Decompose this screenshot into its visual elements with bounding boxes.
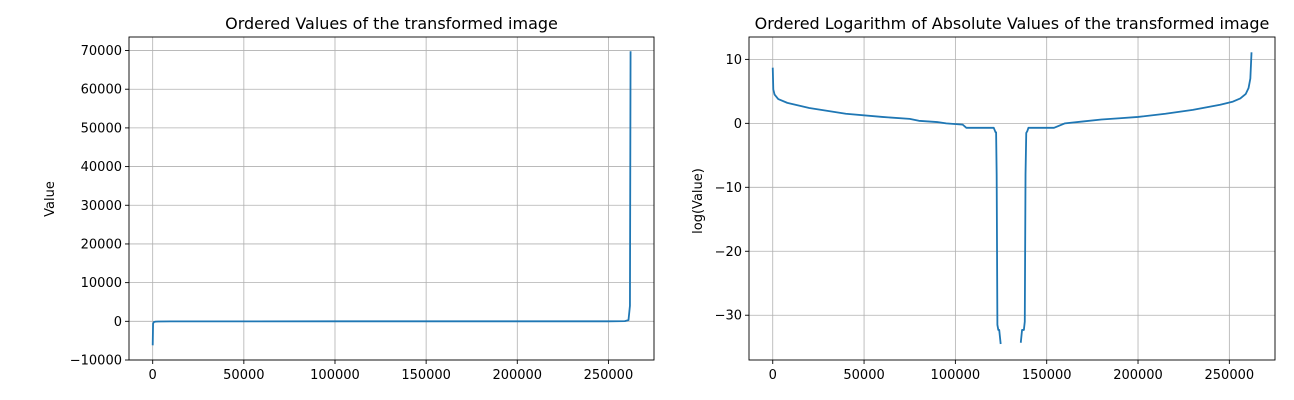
y-tick-label: 0 [734, 117, 742, 132]
y-tick-label: 20000 [81, 237, 122, 252]
y-tick-label: 60000 [81, 83, 122, 98]
chart-title: Ordered Logarithm of Absolute Values of … [755, 14, 1270, 33]
x-tick-label: 100000 [310, 368, 360, 383]
series-line [1019, 52, 1253, 343]
y-tick-label: 50000 [81, 121, 122, 136]
y-axis-label: Value [43, 181, 58, 217]
y-tick-label: 70000 [81, 44, 122, 59]
y-tick-label: −10 [715, 181, 742, 196]
y-tick-label: −30 [715, 309, 742, 324]
series-line [151, 51, 632, 346]
y-tick-label: 0 [114, 315, 122, 330]
y-tick-label: −20 [715, 245, 742, 260]
y-axis-label: log(Value) [691, 168, 706, 234]
chart-title: Ordered Values of the transformed image [225, 14, 558, 33]
x-tick-label: 150000 [1022, 368, 1072, 383]
plot-frame [128, 36, 655, 361]
grid [749, 37, 1275, 360]
x-tick-label: 200000 [1113, 368, 1163, 383]
x-tick-label: 150000 [401, 368, 451, 383]
y-tick-label: −10000 [70, 354, 122, 369]
grid [129, 37, 654, 361]
y-tick-label: 30000 [81, 199, 122, 214]
y-tick-label: 40000 [81, 160, 122, 175]
chart-ordered-values: Ordered Values of the transformed image … [43, 14, 655, 383]
y-tick-label: 10 [725, 53, 742, 68]
series-line [771, 67, 1002, 345]
x-tick-label: 50000 [843, 368, 884, 383]
x-tick-label: 200000 [492, 368, 542, 383]
x-tick-label: 0 [149, 368, 157, 383]
chart-log-abs-values: Ordered Logarithm of Absolute Values of … [691, 14, 1276, 383]
y-tick-label: 10000 [81, 276, 122, 291]
x-tick-label: 250000 [1205, 368, 1255, 383]
x-tick-label: 50000 [223, 368, 264, 383]
x-tick-label: 250000 [584, 368, 634, 383]
x-tick-label: 100000 [931, 368, 981, 383]
plot-frame [748, 36, 1276, 361]
x-tick-label: 0 [769, 368, 777, 383]
